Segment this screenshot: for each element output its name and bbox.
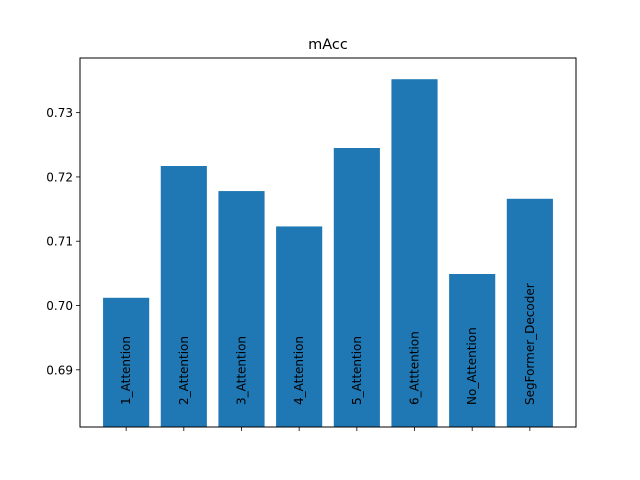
bar-1 — [160, 166, 207, 427]
y-tick-label-4: 0.73 — [46, 106, 73, 120]
bar-label-0: 1_Attention — [119, 336, 133, 405]
bar-3 — [276, 226, 323, 427]
y-tick-label-1: 0.70 — [46, 299, 73, 313]
bar-7 — [506, 198, 553, 427]
x-axis — [125, 427, 531, 431]
bar-label-7: SegFormer_Decoder — [523, 283, 537, 405]
bar-label-2: 3_Attention — [234, 336, 248, 405]
y-axis: 0.69 0.70 0.71 0.72 0.73 — [46, 106, 80, 377]
bar-label-5: 6_Atttention — [408, 331, 422, 405]
bar-0 — [103, 297, 150, 427]
bar-5 — [391, 79, 438, 428]
plot-frame — [79, 57, 577, 428]
bar-4 — [333, 148, 380, 427]
bar-6 — [449, 274, 496, 427]
chart-title: mAcc — [308, 37, 348, 53]
y-tick-label-2: 0.71 — [46, 235, 73, 249]
bar-label-6: No_Attention — [465, 327, 479, 405]
y-tick-label-3: 0.72 — [46, 170, 73, 184]
bar-label-3: 4_Attention — [292, 336, 306, 405]
bar-2 — [218, 191, 265, 427]
bar-label-4: 5_Attention — [350, 336, 364, 405]
y-tick-label-0: 0.69 — [46, 363, 73, 377]
bar-label-1: 2_Attention — [177, 336, 191, 405]
bars-group: 1_Attention 2_Attention 3_Attention 4_Atten… — [103, 79, 553, 428]
